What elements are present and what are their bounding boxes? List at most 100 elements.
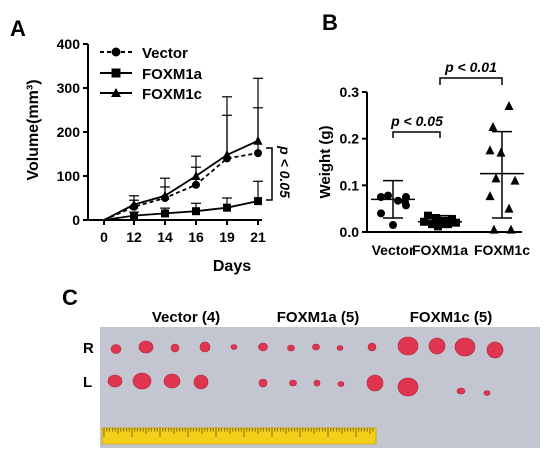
data-point <box>254 149 262 158</box>
y-tick-label: 0.1 <box>340 177 360 193</box>
panel-a-plot <box>103 77 263 221</box>
panel-a-p-value: p < 0.05 <box>277 145 293 198</box>
legend-item-vector: Vector <box>100 45 188 62</box>
data-point <box>377 193 385 201</box>
x-tick-label: 0 <box>100 229 108 245</box>
panel-a-significance-bracket: p < 0.05 <box>266 145 293 201</box>
tumor-r-7 <box>287 344 295 352</box>
tumor-r-5 <box>230 344 238 350</box>
data-point <box>485 145 495 155</box>
data-point <box>485 191 495 201</box>
series-foxm1c <box>103 107 263 221</box>
data-point <box>223 203 231 212</box>
data-point <box>402 201 410 210</box>
x-tick-label: 12 <box>126 229 142 245</box>
data-point <box>394 196 402 205</box>
tumor-r-2 <box>138 340 154 354</box>
tumor-r-3 <box>170 343 180 353</box>
category-label: FOXM1a <box>412 242 468 258</box>
panel-a-x-axis: 0 12 14 16 19 21 <box>88 219 266 245</box>
data-point <box>253 135 263 145</box>
ruler-ticks <box>103 428 374 437</box>
tumor-l-7 <box>313 379 321 387</box>
category-label: FOXM1c <box>474 242 530 258</box>
tumor-samples <box>107 336 504 397</box>
data-point <box>384 191 392 200</box>
panel-b-ylabel: Weight (g) <box>317 125 334 198</box>
tumor-r-4 <box>199 341 211 353</box>
data-point <box>434 222 442 231</box>
data-point <box>130 211 138 220</box>
ruler <box>101 427 377 445</box>
tumor-r-9 <box>336 345 344 351</box>
data-point <box>191 171 201 180</box>
panel-b-y-axis: 0.0 0.1 0.2 0.3 <box>340 84 368 240</box>
data-point <box>489 224 499 234</box>
tumor-l-10 <box>397 377 419 397</box>
svg-text:Vector: Vector <box>142 45 188 62</box>
photo-group-label-foxm1c: FOXM1c (5) <box>410 309 493 326</box>
data-point <box>504 203 514 213</box>
y-tick-label: 400 <box>57 36 81 52</box>
svg-text:p < 0.05: p < 0.05 <box>390 113 443 129</box>
y-tick-label: 100 <box>57 168 81 184</box>
tumor-r-10 <box>367 342 377 352</box>
panel-a-legend: Vector FOXM1a FOXM1c <box>100 45 203 103</box>
tumor-r-14 <box>486 341 504 359</box>
panel-a-y-ticks: 0 100 200 300 400 <box>57 36 88 228</box>
photo-group-label-foxm1a: FOXM1a (5) <box>277 309 360 326</box>
tumor-l-5 <box>258 378 268 388</box>
x-tick-label: 21 <box>250 229 266 245</box>
panel-b-plot <box>371 101 524 234</box>
series-line <box>103 200 259 221</box>
group-foxm1a <box>418 211 462 231</box>
series-foxm1a <box>103 180 263 221</box>
svg-text:FOXM1a: FOXM1a <box>142 66 203 83</box>
tumor-l-9 <box>366 374 384 392</box>
tumor-l-2 <box>132 372 152 390</box>
data-point <box>510 175 520 185</box>
panel-b-letter: B <box>322 10 338 35</box>
panel-a-letter: A <box>10 16 26 41</box>
x-tick-label: 19 <box>219 229 235 245</box>
data-point <box>506 224 516 234</box>
y-tick-label: 0 <box>72 212 80 228</box>
data-point <box>160 190 170 200</box>
data-point <box>420 217 428 226</box>
panel-b-significance-2: p < 0.01 <box>439 59 503 85</box>
panel-a-ylabel: Volume(mm³) <box>25 79 42 180</box>
photo-row-label-l: L <box>83 374 92 391</box>
data-point <box>444 220 452 229</box>
svg-text:FOXM1c: FOXM1c <box>142 86 202 103</box>
y-tick-label: 200 <box>57 124 81 140</box>
data-point <box>428 220 436 229</box>
panel-c-letter: C <box>62 285 78 310</box>
y-tick-label: 0.3 <box>340 84 360 100</box>
tumor-l-3 <box>163 373 181 389</box>
tumor-r-1 <box>110 344 122 354</box>
tumor-r-8 <box>312 343 320 351</box>
panel-b-y-ticks: 0.0 0.1 0.2 0.3 <box>340 84 367 240</box>
data-point <box>192 180 200 189</box>
legend-item-foxm1a: FOXM1a <box>100 66 203 83</box>
x-tick-label: 14 <box>157 229 173 245</box>
data-point <box>491 173 501 183</box>
tumor-l-8 <box>337 381 345 387</box>
data-point <box>504 101 514 110</box>
data-point <box>222 149 232 159</box>
data-point <box>377 209 385 218</box>
group-foxm1c <box>480 101 524 234</box>
tumor-r-11 <box>397 336 419 356</box>
tumor-l-6 <box>289 379 297 387</box>
x-tick-label: 16 <box>188 229 204 245</box>
data-point <box>192 207 200 216</box>
panel-a-x-ticks: 0 12 14 16 19 21 <box>100 220 266 245</box>
data-point <box>161 209 169 218</box>
tumor-l-1 <box>107 374 123 388</box>
svg-text:p < 0.01: p < 0.01 <box>444 59 497 75</box>
data-point <box>389 221 397 229</box>
y-tick-label: 0.0 <box>340 224 360 240</box>
